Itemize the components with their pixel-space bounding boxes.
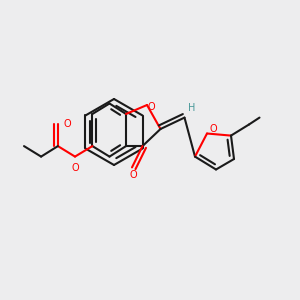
Text: O: O — [71, 163, 79, 173]
Text: O: O — [210, 124, 218, 134]
Text: O: O — [148, 102, 155, 112]
Text: O: O — [63, 118, 71, 129]
Text: O: O — [130, 170, 137, 180]
Text: H: H — [188, 103, 196, 113]
